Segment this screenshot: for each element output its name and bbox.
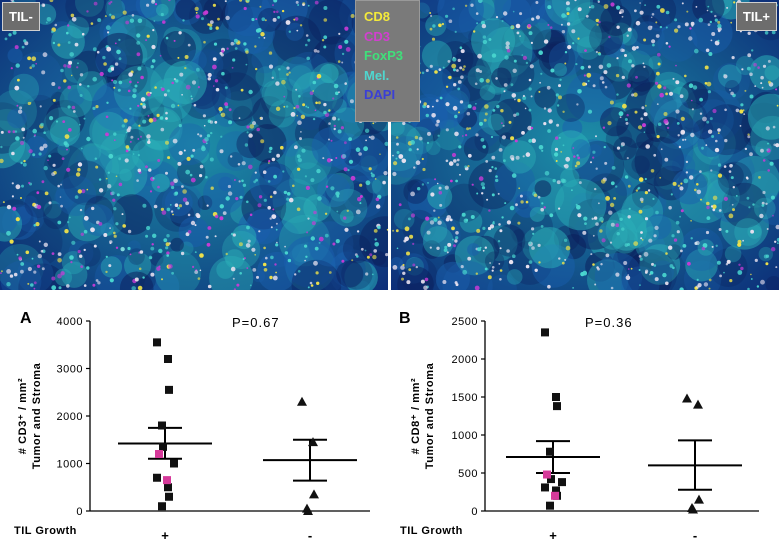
y-tick-label: 3000	[57, 364, 83, 376]
y-tick-label: 1000	[452, 430, 478, 442]
panel-letter-b: B	[399, 310, 411, 327]
data-point-highlighted	[155, 450, 163, 458]
data-point-highlighted	[543, 470, 551, 479]
data-point-triangle	[297, 396, 307, 406]
data-point-square	[546, 501, 554, 510]
data-point-square	[170, 459, 178, 468]
data-point-triangle	[308, 437, 318, 447]
data-point-triangle	[694, 494, 704, 504]
data-point-square	[552, 393, 560, 401]
panel-letter-a: A	[20, 310, 32, 327]
data-point-square	[164, 483, 172, 492]
tissue-texture	[391, 0, 779, 290]
stain-foxp3: FoxP3	[364, 48, 404, 63]
chart-panel-a: A P=0.67 0 1000 2000 3000 4000 # CD3⁺ / mm² Tu…	[0, 296, 390, 540]
y-axis-title-line1: # CD8⁺ / mm²	[410, 378, 422, 455]
data-point-square	[547, 475, 555, 484]
y-tick-label: 500	[458, 468, 478, 480]
y-axis-title: # CD8⁺ / mm² Tumor and Stroma	[410, 362, 436, 469]
chart-panel-b: B P=0.36 0 500 1000 1500 2000 2500 # CD8⁺ / mm…	[389, 296, 779, 540]
x-axis-title-a: TIL Growth	[14, 525, 77, 537]
chart-b-plot: 0 500 1000 1500 2000 2500 # CD8⁺ / mm² Tumor an…	[410, 316, 759, 540]
data-point-triangle	[693, 399, 703, 409]
data-point-triangle	[303, 506, 313, 515]
x-axis-title-b: TIL Growth	[400, 525, 463, 537]
data-point-square	[159, 442, 167, 451]
data-point-square	[165, 492, 173, 501]
data-point-square	[553, 402, 561, 411]
data-point-square	[541, 483, 549, 492]
data-point-square	[541, 328, 549, 337]
x-category-label: -	[308, 528, 312, 540]
stain-dapi: DAPI	[364, 87, 396, 102]
y-tick-label: 2500	[452, 316, 478, 328]
p-value-a: P=0.67	[232, 315, 280, 330]
data-point-square	[153, 473, 161, 482]
data-point-square	[552, 486, 560, 495]
x-category-label: -	[693, 528, 697, 540]
micrograph-right-image	[391, 0, 779, 290]
y-tick-label: 1000	[57, 459, 83, 471]
data-point-square	[165, 385, 173, 394]
data-point-highlighted	[163, 476, 171, 485]
p-value-b: P=0.36	[585, 315, 633, 330]
y-axis-title-line2: Tumor and Stroma	[424, 362, 436, 469]
y-tick-label: 0	[471, 506, 478, 518]
tissue-texture	[0, 0, 388, 290]
stain-cd8: CD8	[364, 9, 391, 24]
data-point-highlighted	[551, 491, 559, 500]
y-axis-title: # CD3⁺ / mm² Tumor and Stroma	[17, 362, 43, 469]
micrograph-left-image	[0, 0, 388, 290]
stain-mel: Mel.	[364, 67, 390, 83]
x-category-label: +	[549, 528, 557, 540]
y-tick-label: 2000	[57, 411, 83, 423]
data-point-square	[558, 478, 566, 487]
chart-a-plot: 0 1000 2000 3000 4000 # CD3⁺ / mm² Tumor and S…	[17, 316, 370, 540]
x-category-label: +	[161, 528, 169, 540]
data-point-square	[546, 447, 554, 456]
data-point-square	[153, 338, 161, 347]
stain-legend: CD8 CD3 FoxP3 Mel. DAPI	[355, 0, 420, 122]
y-tick-label: 4000	[57, 316, 83, 328]
til-positive-tag: TIL+	[735, 2, 777, 31]
data-point-triangle	[309, 489, 319, 499]
y-tick-label: 0	[76, 506, 83, 518]
y-tick-label: 2000	[452, 354, 478, 366]
data-point-square	[158, 421, 166, 430]
y-axis-title-line2: Tumor and Stroma	[31, 362, 43, 469]
y-axis-title-line1: # CD3⁺ / mm²	[17, 378, 29, 455]
til-negative-tag: TIL-	[2, 2, 40, 31]
y-tick-label: 1500	[452, 392, 478, 404]
micrograph-til-positive: TIL+	[391, 0, 779, 290]
stain-cd3: CD3	[364, 28, 391, 44]
data-point-square	[158, 502, 166, 511]
micrograph-til-negative: TIL-	[0, 0, 388, 290]
data-point-square	[164, 355, 172, 363]
data-point-triangle	[682, 393, 692, 403]
data-point-triangle	[688, 504, 698, 514]
